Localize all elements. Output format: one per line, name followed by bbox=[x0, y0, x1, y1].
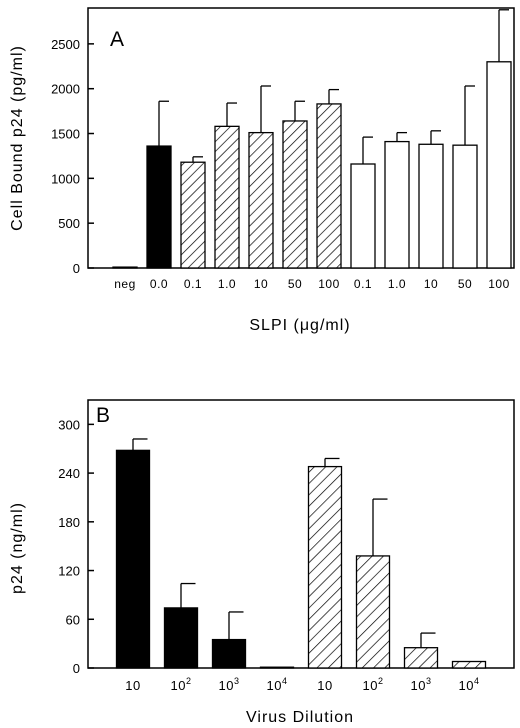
panel-label-a: A bbox=[110, 28, 124, 51]
x-tick-labels-b: 10 102 103 104 10 102 103 104 bbox=[125, 676, 479, 693]
bar bbox=[418, 143, 444, 269]
bars-b bbox=[115, 438, 487, 669]
bar bbox=[316, 103, 342, 269]
bar bbox=[211, 638, 247, 669]
y-tick-label: 1500 bbox=[51, 127, 80, 142]
y-tick-label: 2000 bbox=[51, 82, 80, 97]
y-tick-label: 60 bbox=[66, 612, 80, 627]
bar bbox=[355, 555, 391, 669]
bar bbox=[112, 266, 138, 269]
x-tick-label: neg bbox=[114, 277, 136, 291]
bar bbox=[180, 161, 206, 269]
bar bbox=[259, 666, 295, 669]
bar bbox=[350, 163, 376, 269]
y-ticks-b: 0 60 120 180 240 300 bbox=[58, 417, 94, 676]
x-tick-label: 10 bbox=[125, 678, 140, 693]
plot-frame-b bbox=[87, 399, 515, 669]
x-tick-label: 104 bbox=[267, 676, 288, 693]
bar bbox=[403, 647, 439, 669]
y-tick-label: 0 bbox=[73, 661, 80, 676]
x-tick-label: 1.0 bbox=[218, 277, 236, 291]
bar bbox=[486, 61, 512, 269]
bar bbox=[214, 125, 240, 269]
x-tick-label: 103 bbox=[219, 676, 240, 693]
x-tick-labels-a: neg 0.0 0.1 1.0 10 50 100 0.1 1.0 10 50 100 bbox=[114, 277, 510, 291]
x-tick-label: 1.0 bbox=[388, 277, 406, 291]
y-tick-label: 2500 bbox=[51, 37, 80, 52]
x-tick-label: 100 bbox=[318, 277, 340, 291]
y-tick-label: 0 bbox=[73, 261, 80, 276]
chart-panel-b: B p24 (ng/ml) Virus Dilution 0 60 120 180 24… bbox=[9, 399, 515, 726]
y-tick-label: 300 bbox=[58, 417, 80, 432]
x-axis-label-b: Virus Dilution bbox=[246, 709, 354, 726]
bar bbox=[146, 145, 172, 269]
y-ticks-a: 0 500 1000 1500 2000 2500 bbox=[51, 37, 94, 276]
bar bbox=[384, 140, 410, 269]
y-axis-label-a: Cell Bound p24 (pg/ml) bbox=[9, 45, 26, 231]
x-tick-label: 10 bbox=[254, 277, 268, 291]
bar bbox=[163, 607, 199, 669]
bars-a bbox=[112, 9, 512, 269]
bar bbox=[307, 465, 343, 669]
x-tick-label: 0.1 bbox=[184, 277, 202, 291]
bar bbox=[452, 144, 478, 269]
panel-label-b: B bbox=[96, 404, 110, 427]
bar bbox=[451, 660, 487, 669]
x-tick-label: 50 bbox=[458, 277, 472, 291]
y-tick-label: 240 bbox=[58, 466, 80, 481]
x-tick-label: 0.1 bbox=[354, 277, 372, 291]
x-tick-label: 104 bbox=[459, 676, 480, 693]
x-tick-label: 10 bbox=[317, 678, 332, 693]
x-tick-label: 10 bbox=[424, 277, 438, 291]
y-tick-label: 500 bbox=[58, 216, 80, 231]
bar bbox=[282, 120, 308, 269]
y-tick-label: 180 bbox=[58, 515, 80, 530]
chart-panel-a: A Cell Bound p24 (pg/ml) SLPI (μg/ml) 0 5… bbox=[9, 7, 515, 334]
y-tick-label: 1000 bbox=[51, 171, 80, 186]
bar bbox=[248, 131, 274, 269]
x-tick-label: 50 bbox=[288, 277, 302, 291]
y-axis-label-b: p24 (ng/ml) bbox=[9, 502, 26, 594]
x-tick-label: 100 bbox=[488, 277, 510, 291]
y-tick-label: 120 bbox=[58, 564, 80, 579]
x-tick-label: 102 bbox=[363, 676, 384, 693]
bar bbox=[115, 449, 151, 669]
x-tick-label: 103 bbox=[411, 676, 432, 693]
x-tick-label: 102 bbox=[171, 676, 192, 693]
x-axis-label-a: SLPI (μg/ml) bbox=[249, 317, 350, 334]
x-tick-label: 0.0 bbox=[150, 277, 168, 291]
